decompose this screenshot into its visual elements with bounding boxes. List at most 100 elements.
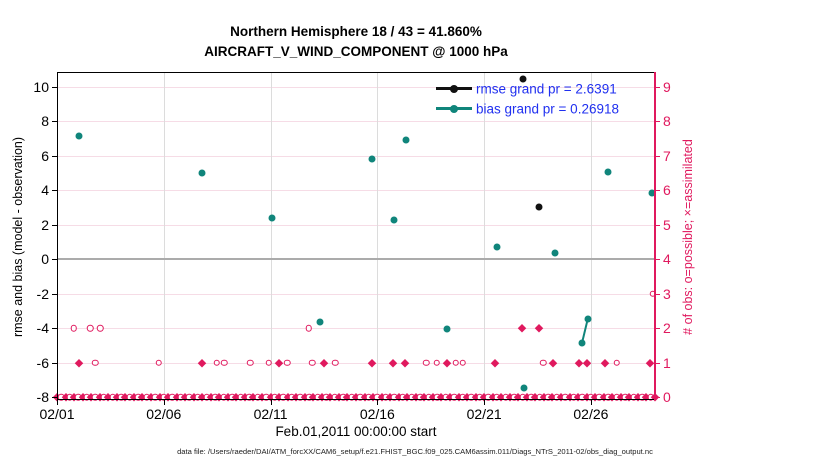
legend-row-rmse: rmse grand pr = 2.6391: [436, 80, 619, 100]
chart-title-line1: Northern Hemisphere 18 / 43 = 41.860%: [230, 24, 482, 39]
obs-possible-marker: [308, 359, 316, 366]
obs-possible-marker: [213, 359, 221, 366]
right-tick: [655, 397, 660, 398]
right-tick-label: 9: [663, 78, 671, 95]
rmse-legend-dot-icon: [450, 84, 458, 93]
x-tick: [484, 400, 486, 405]
rmse-point: [535, 203, 543, 211]
right-tick-label: 4: [663, 251, 671, 268]
h-gridline: [57, 86, 655, 88]
left-tick-label: -2: [36, 285, 49, 302]
right-tick-label: 3: [663, 285, 671, 302]
bias-point: [402, 136, 410, 144]
axis-spine-top: [57, 72, 655, 73]
left-tick: [52, 87, 57, 88]
x-tick: [377, 400, 379, 405]
h-gridline: [57, 328, 655, 330]
left-tick: [52, 121, 57, 123]
right-tick: [655, 293, 660, 295]
legend-row-bias: bias grand pr = 0.26918: [436, 100, 619, 120]
v-gridline: [590, 72, 592, 400]
right-tick: [655, 259, 660, 261]
left-tick: [52, 259, 57, 261]
obs-assimilated-marker: [517, 324, 526, 333]
obs-possible-marker: [70, 324, 77, 332]
axis-spine-right: [654, 72, 656, 400]
right-tick: [655, 328, 660, 330]
left-tick-label: -8: [36, 389, 49, 406]
bias-point: [648, 189, 656, 197]
obs-assimilated-marker: [490, 358, 499, 367]
bias-point: [520, 384, 528, 392]
left-tick-label: 0: [41, 251, 49, 268]
obs-assimilated-marker: [319, 358, 328, 367]
x-tick-label: 02/26: [573, 406, 609, 422]
obs-possible-marker: [91, 359, 99, 366]
axis-spine-bottom: [57, 399, 655, 400]
x-tick-label: 02/06: [146, 406, 182, 422]
obs-assimilated-marker: [274, 358, 283, 367]
obs-assimilated-marker: [367, 358, 376, 367]
v-gridline: [484, 72, 486, 400]
left-y-axis-label: rmse and bias (model - observation): [11, 136, 25, 338]
right-tick-label: 6: [663, 182, 671, 199]
right-tick: [655, 86, 660, 88]
left-tick: [52, 397, 57, 399]
obs-assimilated-marker: [600, 358, 609, 367]
legend: rmse grand pr = 2.6391 bias grand pr = 0…: [436, 80, 619, 120]
x-tick-label: 02/01: [39, 406, 75, 422]
chart-title-block: Northern Hemisphere 18 / 43 = 41.860% AI…: [57, 22, 655, 62]
right-tick-label: 1: [663, 354, 671, 371]
right-tick-label: 7: [663, 147, 671, 164]
right-tick: [655, 362, 660, 364]
left-tick: [52, 362, 57, 364]
obs-possible-marker: [283, 359, 291, 366]
h-gridline: [57, 155, 655, 157]
x-tick: [57, 400, 58, 405]
bias-point: [551, 249, 559, 257]
left-tick-label: -6: [36, 354, 49, 371]
obs-assimilated-marker: [389, 358, 398, 367]
obs-possible-marker: [265, 359, 272, 366]
right-tick: [655, 190, 660, 192]
obs-possible-marker: [247, 359, 254, 366]
right-y-axis-label: # of obs: o=possible; ×=assimilated: [681, 139, 695, 335]
x-tick-label: 02/11: [253, 406, 288, 422]
right-tick-label: 0: [663, 389, 671, 405]
bias-point: [268, 214, 276, 222]
bias-point: [578, 339, 586, 347]
h-gridline: [57, 121, 655, 123]
bias-point: [198, 169, 206, 177]
x-tick: [270, 400, 272, 405]
x-tick: [163, 400, 165, 405]
right-tick-label: 5: [663, 216, 671, 233]
bias-point: [584, 315, 592, 323]
plot-area: 10 8 6 4 2 0 -2 -4 -6 -8 9 8 7 6 5 4 3 2 1 0 02/01 02/06 02/11…: [33, 72, 671, 422]
left-tick-label: -4: [36, 320, 49, 337]
x-tick-label: 02/21: [466, 406, 502, 422]
bias-point: [390, 216, 398, 224]
left-tick-label: 6: [41, 147, 49, 164]
zero-reference-line: [57, 258, 655, 261]
obs-possible-marker: [422, 359, 430, 366]
right-tick-label: 2: [663, 320, 671, 337]
bias-point: [75, 132, 83, 140]
obs-possible-marker: [452, 359, 460, 366]
obs-assimilated-marker: [549, 358, 558, 367]
data-file-caption: data file: /Users/raeder/DAI/ATM_forcXX/…: [177, 447, 653, 456]
obs-possible-marker: [220, 359, 228, 366]
left-tick: [52, 190, 57, 192]
legend-bias-label: bias grand pr = 0.26918: [476, 101, 619, 117]
rmse-legend-line-icon: [436, 84, 472, 93]
left-tick-label: 10: [33, 79, 49, 95]
left-tick-label: 4: [41, 182, 49, 199]
obs-assimilated-marker: [198, 358, 206, 367]
h-gridline: [57, 293, 655, 295]
left-tick-label: 2: [41, 216, 49, 233]
bias-legend-line-icon: [436, 104, 472, 113]
x-tick: [590, 400, 592, 405]
bias-point: [493, 243, 501, 251]
obs-possible-marker: [155, 359, 162, 366]
obs-assimilated-marker: [400, 358, 409, 367]
